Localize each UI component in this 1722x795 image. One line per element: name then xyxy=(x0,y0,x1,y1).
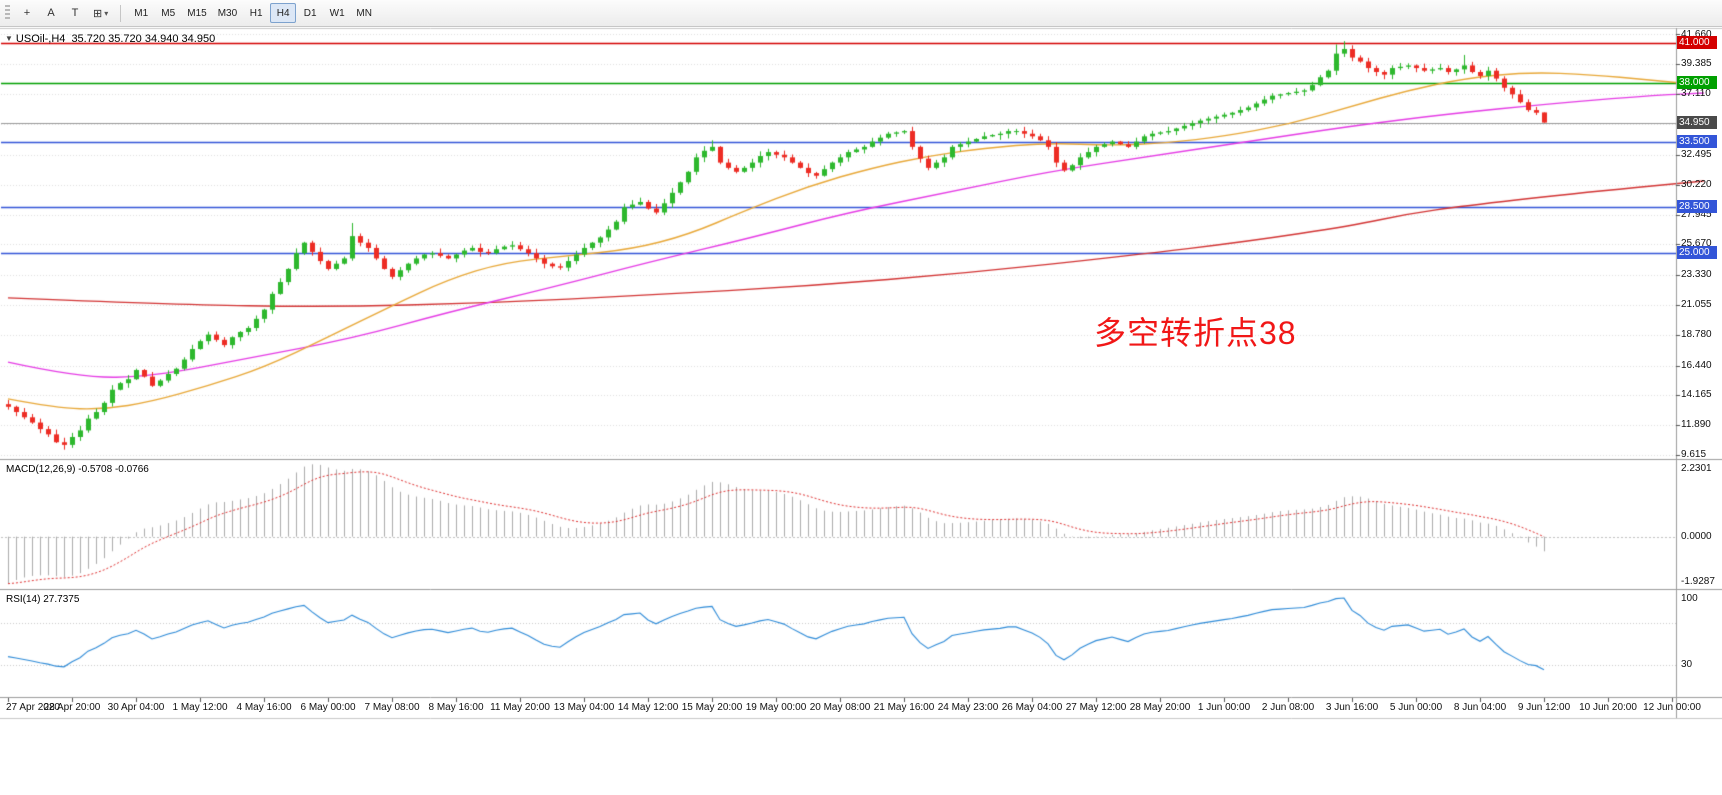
timeframe-button-h4[interactable]: H4 xyxy=(270,3,297,23)
time-axis-label: 27 Apr 2020 xyxy=(6,702,60,713)
rsi-scale-100: 100 xyxy=(1681,593,1698,604)
time-axis-label: 8 May 16:00 xyxy=(428,702,484,713)
toolbar-separator xyxy=(120,4,122,22)
price-tick-label: 18.780 xyxy=(1681,328,1712,340)
timeframe-button-m15[interactable]: M15 xyxy=(182,3,211,23)
time-axis-label: 1 Jun 00:00 xyxy=(1197,702,1251,713)
chart-annotation: 多空转折点38 xyxy=(1094,315,1297,351)
price-tick-label: 21.055 xyxy=(1681,298,1712,310)
time-axis-label: 5 Jun 00:00 xyxy=(1389,702,1443,713)
time-axis-label: 15 May 20:00 xyxy=(681,702,743,713)
time-axis-label: 11 May 20:00 xyxy=(490,702,550,713)
price-tick-label: 9.615 xyxy=(1681,449,1707,461)
time-axis-label: 7 May 08:00 xyxy=(364,702,420,713)
price-tick-label: 14.165 xyxy=(1681,389,1712,401)
shapes-icon: ⊞ xyxy=(93,7,103,20)
time-axis-label: 2 Jun 08:00 xyxy=(1261,702,1315,713)
time-axis-label: 27 May 12:00 xyxy=(1065,702,1127,713)
time-axis-label: 6 May 00:00 xyxy=(300,702,356,713)
rsi-indicator-label: RSI(14) 27.7375 xyxy=(6,594,80,605)
time-axis-label: 26 May 04:00 xyxy=(1001,702,1063,713)
price-tick-label: 23.330 xyxy=(1681,269,1712,281)
price-marker-41.000: 41.000 xyxy=(1677,36,1717,50)
text-tool-button[interactable]: A xyxy=(40,3,62,23)
time-axis-label: 28 May 20:00 xyxy=(1129,702,1191,713)
timeframe-button-mn[interactable]: MN xyxy=(351,3,377,23)
price-marker-38.000: 38.000 xyxy=(1677,75,1717,89)
time-axis-label: 21 May 16:00 xyxy=(873,702,935,713)
price-marker-25.000: 25.000 xyxy=(1677,246,1717,260)
price-tick-label: 16.440 xyxy=(1681,359,1712,371)
time-axis-label: 1 May 12:00 xyxy=(172,702,228,713)
chart-dropdown-icon[interactable]: ▼ xyxy=(5,34,13,43)
chart-ohlc-values: 35.720 35.720 34.940 34.950 xyxy=(71,33,216,45)
time-axis-label: 19 May 00:00 xyxy=(745,702,807,713)
timeframe-button-w1[interactable]: W1 xyxy=(324,3,350,23)
chart-symbol-period: USOil-,H4 xyxy=(15,33,66,45)
timeframe-button-m30[interactable]: M30 xyxy=(213,3,242,23)
price-tick-label: 41.660 xyxy=(1681,29,1712,40)
price-tick-label: 39.385 xyxy=(1681,58,1712,70)
timeframe-button-h1[interactable]: H1 xyxy=(243,3,269,23)
price-marker-28.500: 28.500 xyxy=(1677,200,1717,214)
time-axis-label: 10 Jun 20:00 xyxy=(1579,702,1637,713)
time-axis-label: 24 May 23:00 xyxy=(937,702,999,713)
time-axis-label: 4 May 16:00 xyxy=(236,702,292,713)
macd-indicator-label: MACD(12,26,9) -0.5708 -0.0766 xyxy=(6,464,149,475)
chevron-down-icon: ▾ xyxy=(104,8,109,18)
timeframe-button-d1[interactable]: D1 xyxy=(297,3,323,23)
draw-tools-button[interactable]: ⊞ ▾ xyxy=(88,3,113,23)
price-tick-label: 37.110 xyxy=(1681,88,1711,100)
timeframe-group: M1 M5 M15 M30 H1 H4 D1 W1 MN xyxy=(128,3,377,23)
toolbar-gripper[interactable] xyxy=(5,5,10,21)
time-axis-label: 14 May 12:00 xyxy=(617,702,679,713)
toolbar: + A T ⊞ ▾ M1 M5 M15 M30 H1 H4 D1 W1 MN xyxy=(0,0,1722,27)
time-axis-label: 20 May 08:00 xyxy=(809,702,871,713)
price-marker-34.950: 34.950 xyxy=(1677,115,1717,129)
time-axis-label: 3 Jun 16:00 xyxy=(1325,702,1379,713)
time-axis-label: 9 Jun 12:00 xyxy=(1517,702,1571,713)
price-marker-33.500: 33.500 xyxy=(1677,134,1717,148)
timeframe-button-m5[interactable]: M5 xyxy=(155,3,181,23)
rsi-scale-30: 30 xyxy=(1681,658,1693,670)
time-axis-label: 30 Apr 04:00 xyxy=(107,702,165,713)
crosshair-tool-button[interactable]: + xyxy=(16,3,38,23)
price-tick-label: 27.945 xyxy=(1681,208,1712,220)
time-axis-label: 28 Apr 20:00 xyxy=(43,702,101,713)
price-tick-label: 11.890 xyxy=(1681,419,1711,431)
price-tick-label: 32.495 xyxy=(1681,148,1712,160)
time-axis-label: 13 May 04:00 xyxy=(553,702,615,713)
price-tick-label: 30.220 xyxy=(1681,178,1712,190)
time-axis-label: 8 Jun 04:00 xyxy=(1453,702,1507,713)
timeframe-button-m1[interactable]: M1 xyxy=(128,3,154,23)
macd-scale-max: 2.2301 xyxy=(1681,463,1712,474)
price-tick-label: 25.670 xyxy=(1681,238,1712,250)
macd-scale-min: -1.9287 xyxy=(1681,576,1715,587)
chart-title: ▼ USOil-,H4 35.720 35.720 34.940 34.950 xyxy=(5,33,215,45)
macd-scale-zero: 0.0000 xyxy=(1681,530,1712,542)
time-axis-label: 12 Jun 00:00 xyxy=(1643,702,1701,713)
label-tool-button[interactable]: T xyxy=(64,3,86,23)
